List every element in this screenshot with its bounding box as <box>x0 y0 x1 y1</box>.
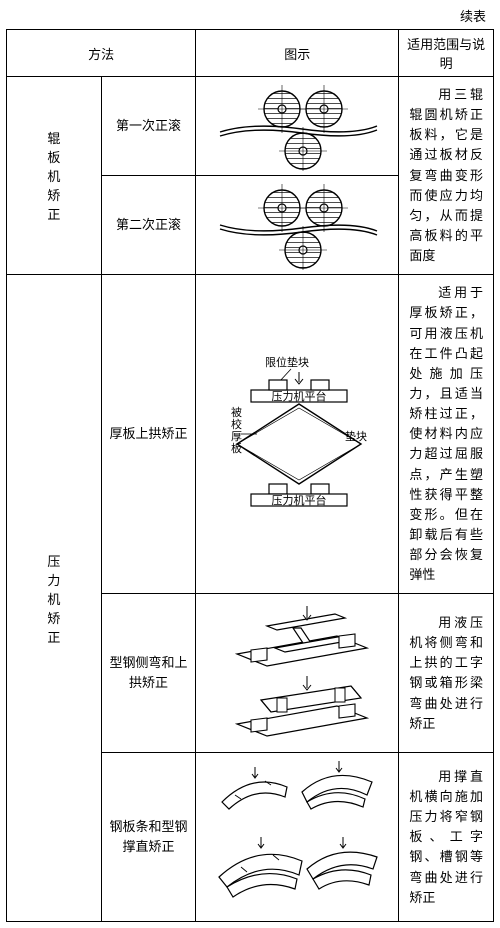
group1-row1-illus <box>196 77 399 176</box>
group1-main-label: 辊板机矫正 <box>47 131 60 222</box>
header-method: 方法 <box>7 30 196 77</box>
table-row: 辊板机矫正 第一次正滚 <box>7 77 494 176</box>
section-steel-fig <box>207 598 387 748</box>
press-thickplate-fig: 限位垫块 压力机平台 被校厚板 垫块 <box>207 354 387 514</box>
group1-desc-text: 用三辊辊圆机矫正板料，它是通过板材反复弯曲变形而使应力均匀，从而提高板料的平面度 <box>409 87 483 263</box>
platform-label-top: 压力机平台 <box>272 389 327 403</box>
group2-main-label: 压力机矫正 <box>47 554 60 645</box>
roller-fig-1 <box>212 81 382 171</box>
group2-row2-desc-text: 用液压机将侧弯和上拱的工字钢或箱形梁弯曲处进行矫正 <box>409 615 483 731</box>
corrected-plate-label: 被校厚板 <box>231 406 242 455</box>
platform-label-bottom: 压力机平台 <box>272 493 327 507</box>
group2-row3-desc: 用撑直机横向施加压力将窄钢板、工字钢、槽钢等弯曲处进行矫正 <box>399 753 494 922</box>
group2-row1-desc-text: 适用于厚板矫正，可用液压机在工件凸起处施加压力，且适当矫柱过正，使材料内应力超过… <box>409 285 483 582</box>
group1-main: 辊板机矫正 <box>7 77 102 275</box>
group2-row1-illus: 限位垫块 压力机平台 被校厚板 垫块 <box>196 275 399 594</box>
continued-label: 续表 <box>6 6 486 25</box>
header-row: 方法 图示 适用范围与说明 <box>7 30 494 77</box>
group1-row2-sub: 第二次正滚 <box>101 176 196 275</box>
main-table: 方法 图示 适用范围与说明 辊板机矫正 第一次正滚 <box>6 29 494 922</box>
group1-desc: 用三辊辊圆机矫正板料，它是通过板材反复弯曲变形而使应力均匀，从而提高板料的平面度 <box>399 77 494 275</box>
pad-block-label: 垫块 <box>345 429 367 443</box>
group2-row3-sub: 钢板条和型钢撑直矫正 <box>101 753 196 922</box>
group2-row1-desc: 适用于厚板矫正，可用液压机在工件凸起处施加压力，且适当矫柱过正，使材料内应力超过… <box>399 275 494 594</box>
group2-row2-desc: 用液压机将侧弯和上拱的工字钢或箱形梁弯曲处进行矫正 <box>399 594 494 753</box>
table-row: 压力机矫正 厚板上拱矫正 限位垫块 压力机平台 被校厚板 垫 <box>7 275 494 594</box>
roller-fig-2 <box>212 180 382 270</box>
group1-row1-sub: 第一次正滚 <box>101 77 196 176</box>
group2-row2-sub: 型钢侧弯和上拱矫正 <box>101 594 196 753</box>
group2-main: 压力机矫正 <box>7 275 102 922</box>
group2-row3-desc-text: 用撑直机横向施加压力将窄钢板、工字钢、槽钢等弯曲处进行矫正 <box>409 769 483 905</box>
group1-row2-illus <box>196 176 399 275</box>
group2-row1-sub: 厚板上拱矫正 <box>101 275 196 594</box>
stretcher-fig <box>207 757 387 917</box>
group2-row3-illus <box>196 753 399 922</box>
header-desc: 适用范围与说明 <box>399 30 494 77</box>
group2-row2-illus <box>196 594 399 753</box>
header-illus: 图示 <box>196 30 399 77</box>
limit-block-label: 限位垫块 <box>265 355 309 369</box>
